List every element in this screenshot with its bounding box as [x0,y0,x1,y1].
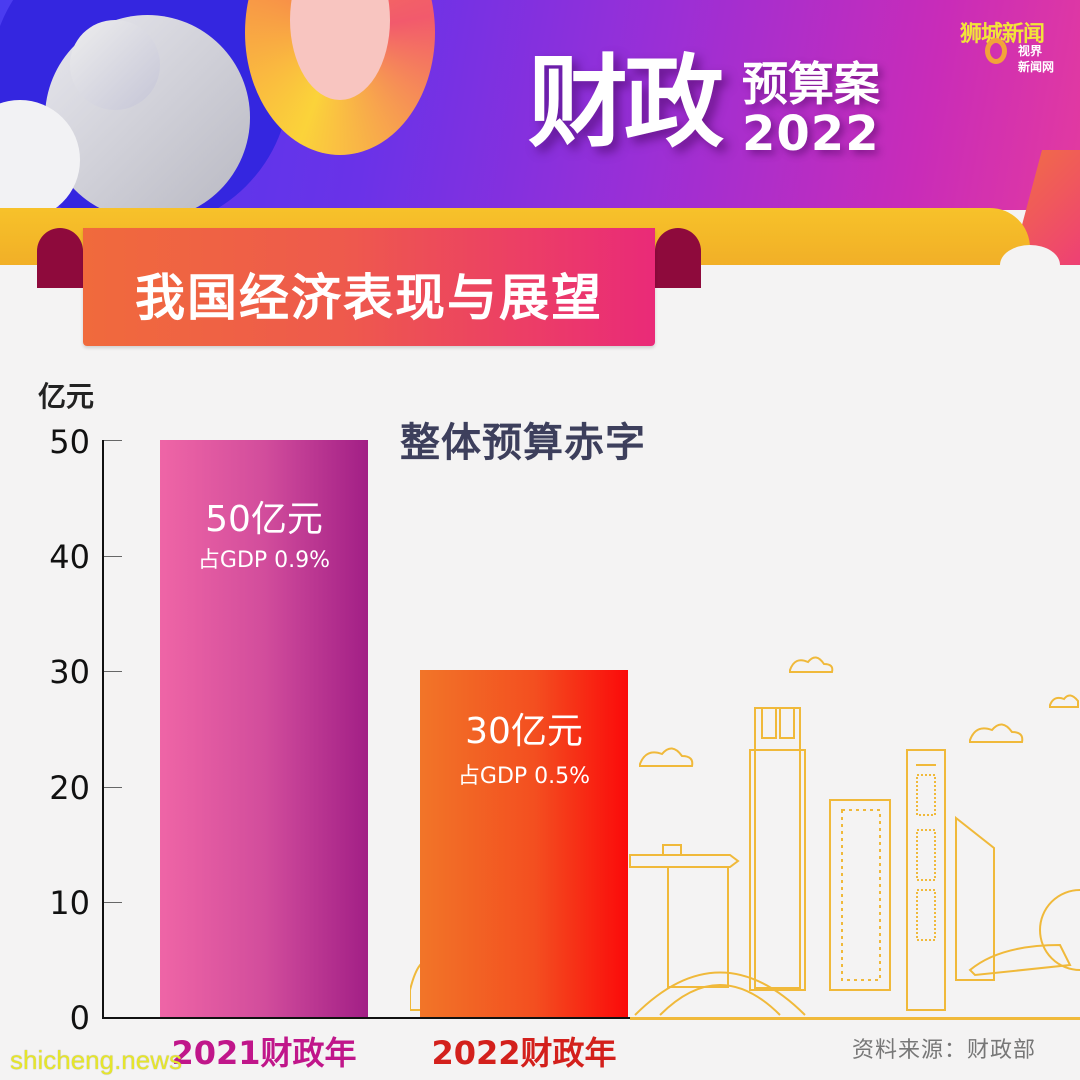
y-tick-40 [104,556,122,557]
y-tick-label: 40 [49,538,90,576]
x-category-label-2022: 2022财政年 [431,1034,617,1072]
y-tick-30 [104,671,122,672]
ribbon-fold-left [37,228,83,288]
ribbon-fold-right [655,228,701,288]
decorative-bump [1000,245,1060,285]
bar-value-label: 30亿元 [465,711,583,752]
header-banner: 财政 预算案 2022 狮城新闻 视界 新闻网 [0,0,1080,210]
y-tick-50 [104,440,122,441]
section-ribbon: 我国经济表现与展望 [83,228,655,346]
y-axis-unit-label: 亿元 [38,380,95,413]
y-tick-label: 20 [49,769,90,807]
section-title: 我国经济表现与展望 [135,269,603,327]
y-tick-label: 30 [49,653,90,691]
y-axis-line [102,440,104,1019]
budget-title-main: 财政 [528,44,724,161]
data-source-note: 资料来源：财政部 [852,1038,1037,1063]
x-axis-line [102,1017,630,1019]
y-tick-label: 10 [49,884,90,922]
brand-logo-sub2: 新闻网 [1018,60,1055,74]
site-watermark: shicheng.news [10,1045,182,1075]
bar-value-label: 50亿元 [205,499,323,540]
decorative-white-disc-small [70,20,160,110]
y-tick-10 [104,902,122,903]
y-tick-label: 50 [49,423,90,461]
chart-title: 整体预算赤字 [400,420,646,466]
bar-gdp-share-label: 占GDP 0.5% [457,764,591,789]
y-tick-label: 0 [69,999,90,1037]
bar-gdp-share-label: 占GDP 0.9% [197,548,331,573]
bar-2022: 30亿元 占GDP 0.5% [420,670,628,1017]
x-category-label-2021: 2021财政年 [171,1034,357,1072]
y-tick-20 [104,787,122,788]
bar-2021: 50亿元 占GDP 0.9% [160,440,368,1017]
budget-title-sub: 预算案 [742,57,880,111]
brand-logo-sub1: 视界 [1018,44,1043,58]
skyline-baseline [630,1017,1080,1020]
brand-logo-eight-icon [985,38,1007,64]
budget-title-year: 2022 [742,106,880,162]
